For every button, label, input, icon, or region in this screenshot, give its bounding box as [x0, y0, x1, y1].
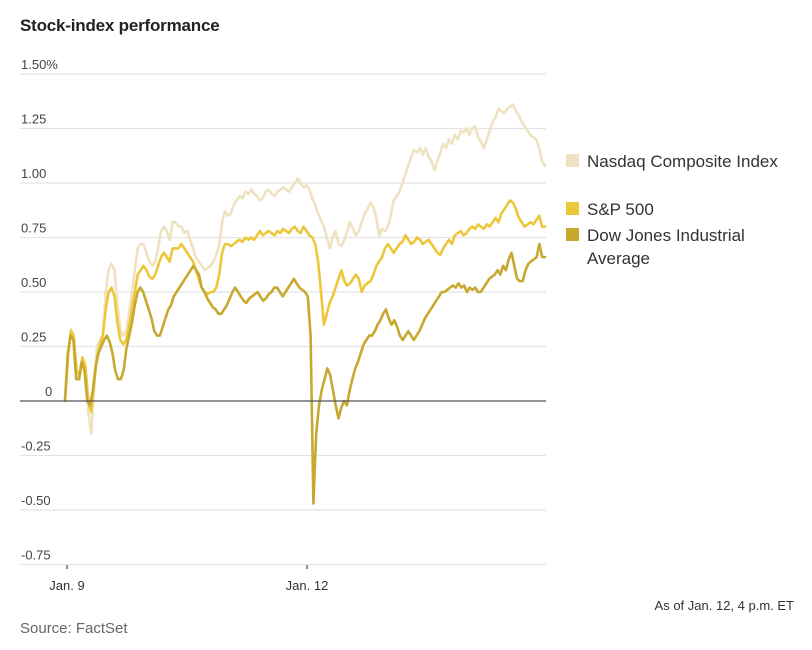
legend-swatch-sp500 — [566, 202, 579, 215]
series-lines — [63, 103, 547, 505]
y-tick-label: -0.50 — [21, 493, 51, 508]
y-tick-label: 0 — [45, 384, 52, 399]
legend-swatch-dow — [566, 228, 579, 241]
legend-label-nasdaq: Nasdaq Composite Index — [587, 152, 778, 171]
legend-item-sp500: S&P 500 — [566, 198, 654, 221]
legend-label-sp500: S&P 500 — [587, 200, 654, 219]
y-tick-label: 1.50% — [21, 57, 58, 72]
y-tick-label: -0.75 — [21, 548, 51, 563]
x-tick-label: Jan. 9 — [49, 578, 84, 593]
legend-label-dow: Dow Jones Industrial Average — [587, 224, 745, 270]
chart-title: Stock-index performance — [20, 16, 220, 35]
source-note: Source: FactSet — [20, 620, 128, 637]
y-tick-label: 0.75 — [21, 221, 46, 236]
y-axis-labels: 1.50% 1.25 1.00 0.75 0.50 0.25 0 -0.25 -0.50 -0.7… — [21, 57, 58, 563]
y-tick-label: 0.25 — [21, 330, 46, 345]
y-tick-label: 0.50 — [21, 275, 46, 290]
y-tick-label: 1.00 — [21, 166, 46, 181]
legend-swatch-nasdaq — [566, 154, 579, 167]
series-line-nasdaq — [63, 103, 547, 436]
legend-label-dow-line2: Average — [587, 249, 651, 268]
legend-item-dow: Dow Jones Industrial Average — [566, 224, 745, 270]
legend-label-dow-line1: Dow Jones Industrial — [587, 226, 745, 245]
series-line-dow — [63, 242, 547, 505]
as-of-note: As of Jan. 12, 4 p.m. ET — [654, 598, 794, 613]
x-tick-label: Jan. 12 — [286, 578, 329, 593]
series-line-sp500 — [63, 199, 547, 414]
y-tick-label: -0.25 — [21, 439, 51, 454]
x-axis: Jan. 9 Jan. 12 — [49, 565, 328, 593]
legend-item-nasdaq: Nasdaq Composite Index — [566, 150, 778, 173]
gridlines — [20, 73, 546, 566]
y-tick-label: 1.25 — [21, 112, 46, 127]
